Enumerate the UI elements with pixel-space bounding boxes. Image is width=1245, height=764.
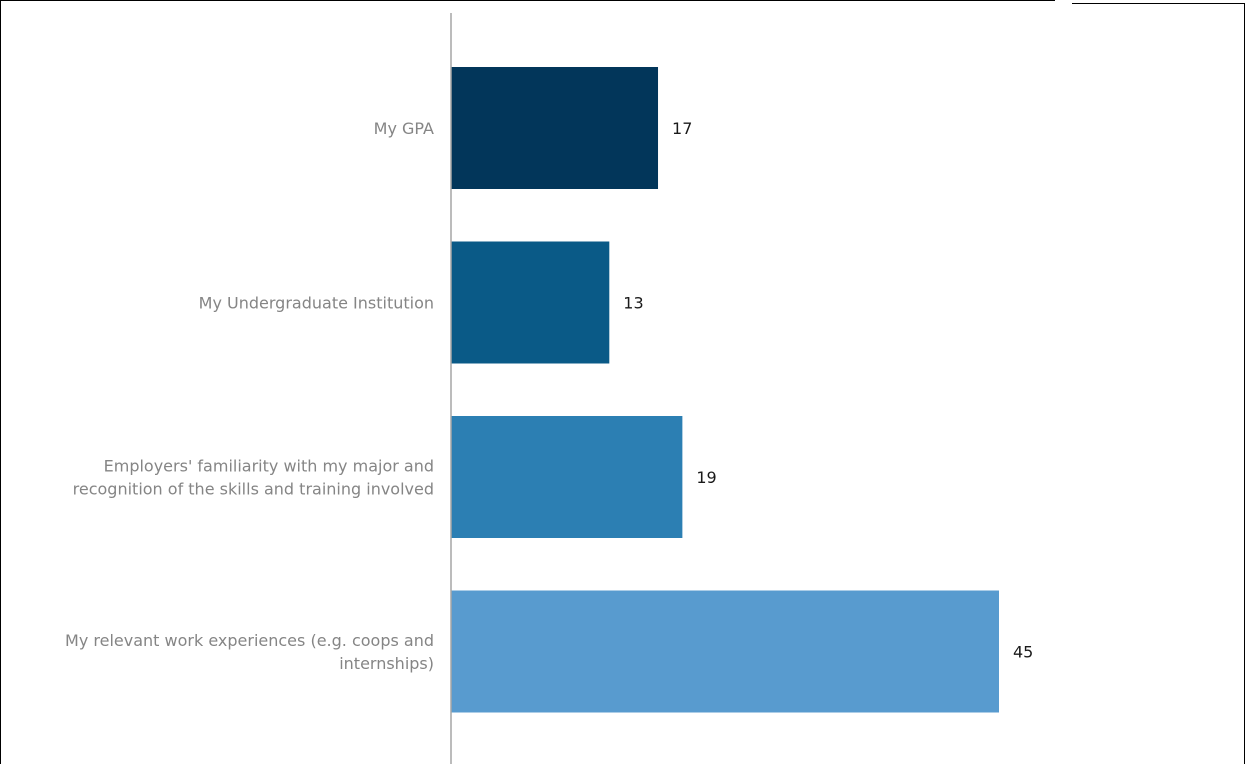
value-label-2: 13 (623, 294, 643, 313)
category-label-4: My relevant work experiences (e.g. coops… (65, 631, 434, 673)
category-labels-group: My GPA My Undergraduate Institution Employ… (65, 119, 434, 673)
category-label-1-line-1: My GPA (374, 119, 434, 138)
value-label-4: 45 (1013, 643, 1033, 662)
category-label-2-line-1: My Undergraduate Institution (199, 294, 434, 313)
frame-left-border (0, 0, 1, 764)
category-label-1: My GPA (374, 119, 434, 138)
bars-group (451, 67, 999, 713)
value-label-1: 17 (672, 119, 692, 138)
category-label-3: Employers' familiarity with my major and… (73, 457, 434, 499)
value-label-3: 19 (696, 468, 716, 487)
bar-2 (451, 241, 610, 364)
bar-1 (451, 67, 659, 189)
category-label-3-line-2: recognition of the skills and training i… (73, 480, 434, 499)
category-label-2: My Undergraduate Institution (199, 294, 434, 313)
category-label-4-line-2: internships) (339, 654, 434, 673)
frame-top-border (0, 0, 1055, 1)
value-labels-group: 17 13 19 45 (623, 119, 1033, 662)
bar-3 (451, 416, 683, 538)
bar-4 (451, 590, 999, 713)
category-label-3-line-1: Employers' familiarity with my major and (104, 457, 434, 476)
frame-top-right-border (1072, 3, 1245, 4)
category-label-4-line-1: My relevant work experiences (e.g. coops… (65, 631, 434, 650)
